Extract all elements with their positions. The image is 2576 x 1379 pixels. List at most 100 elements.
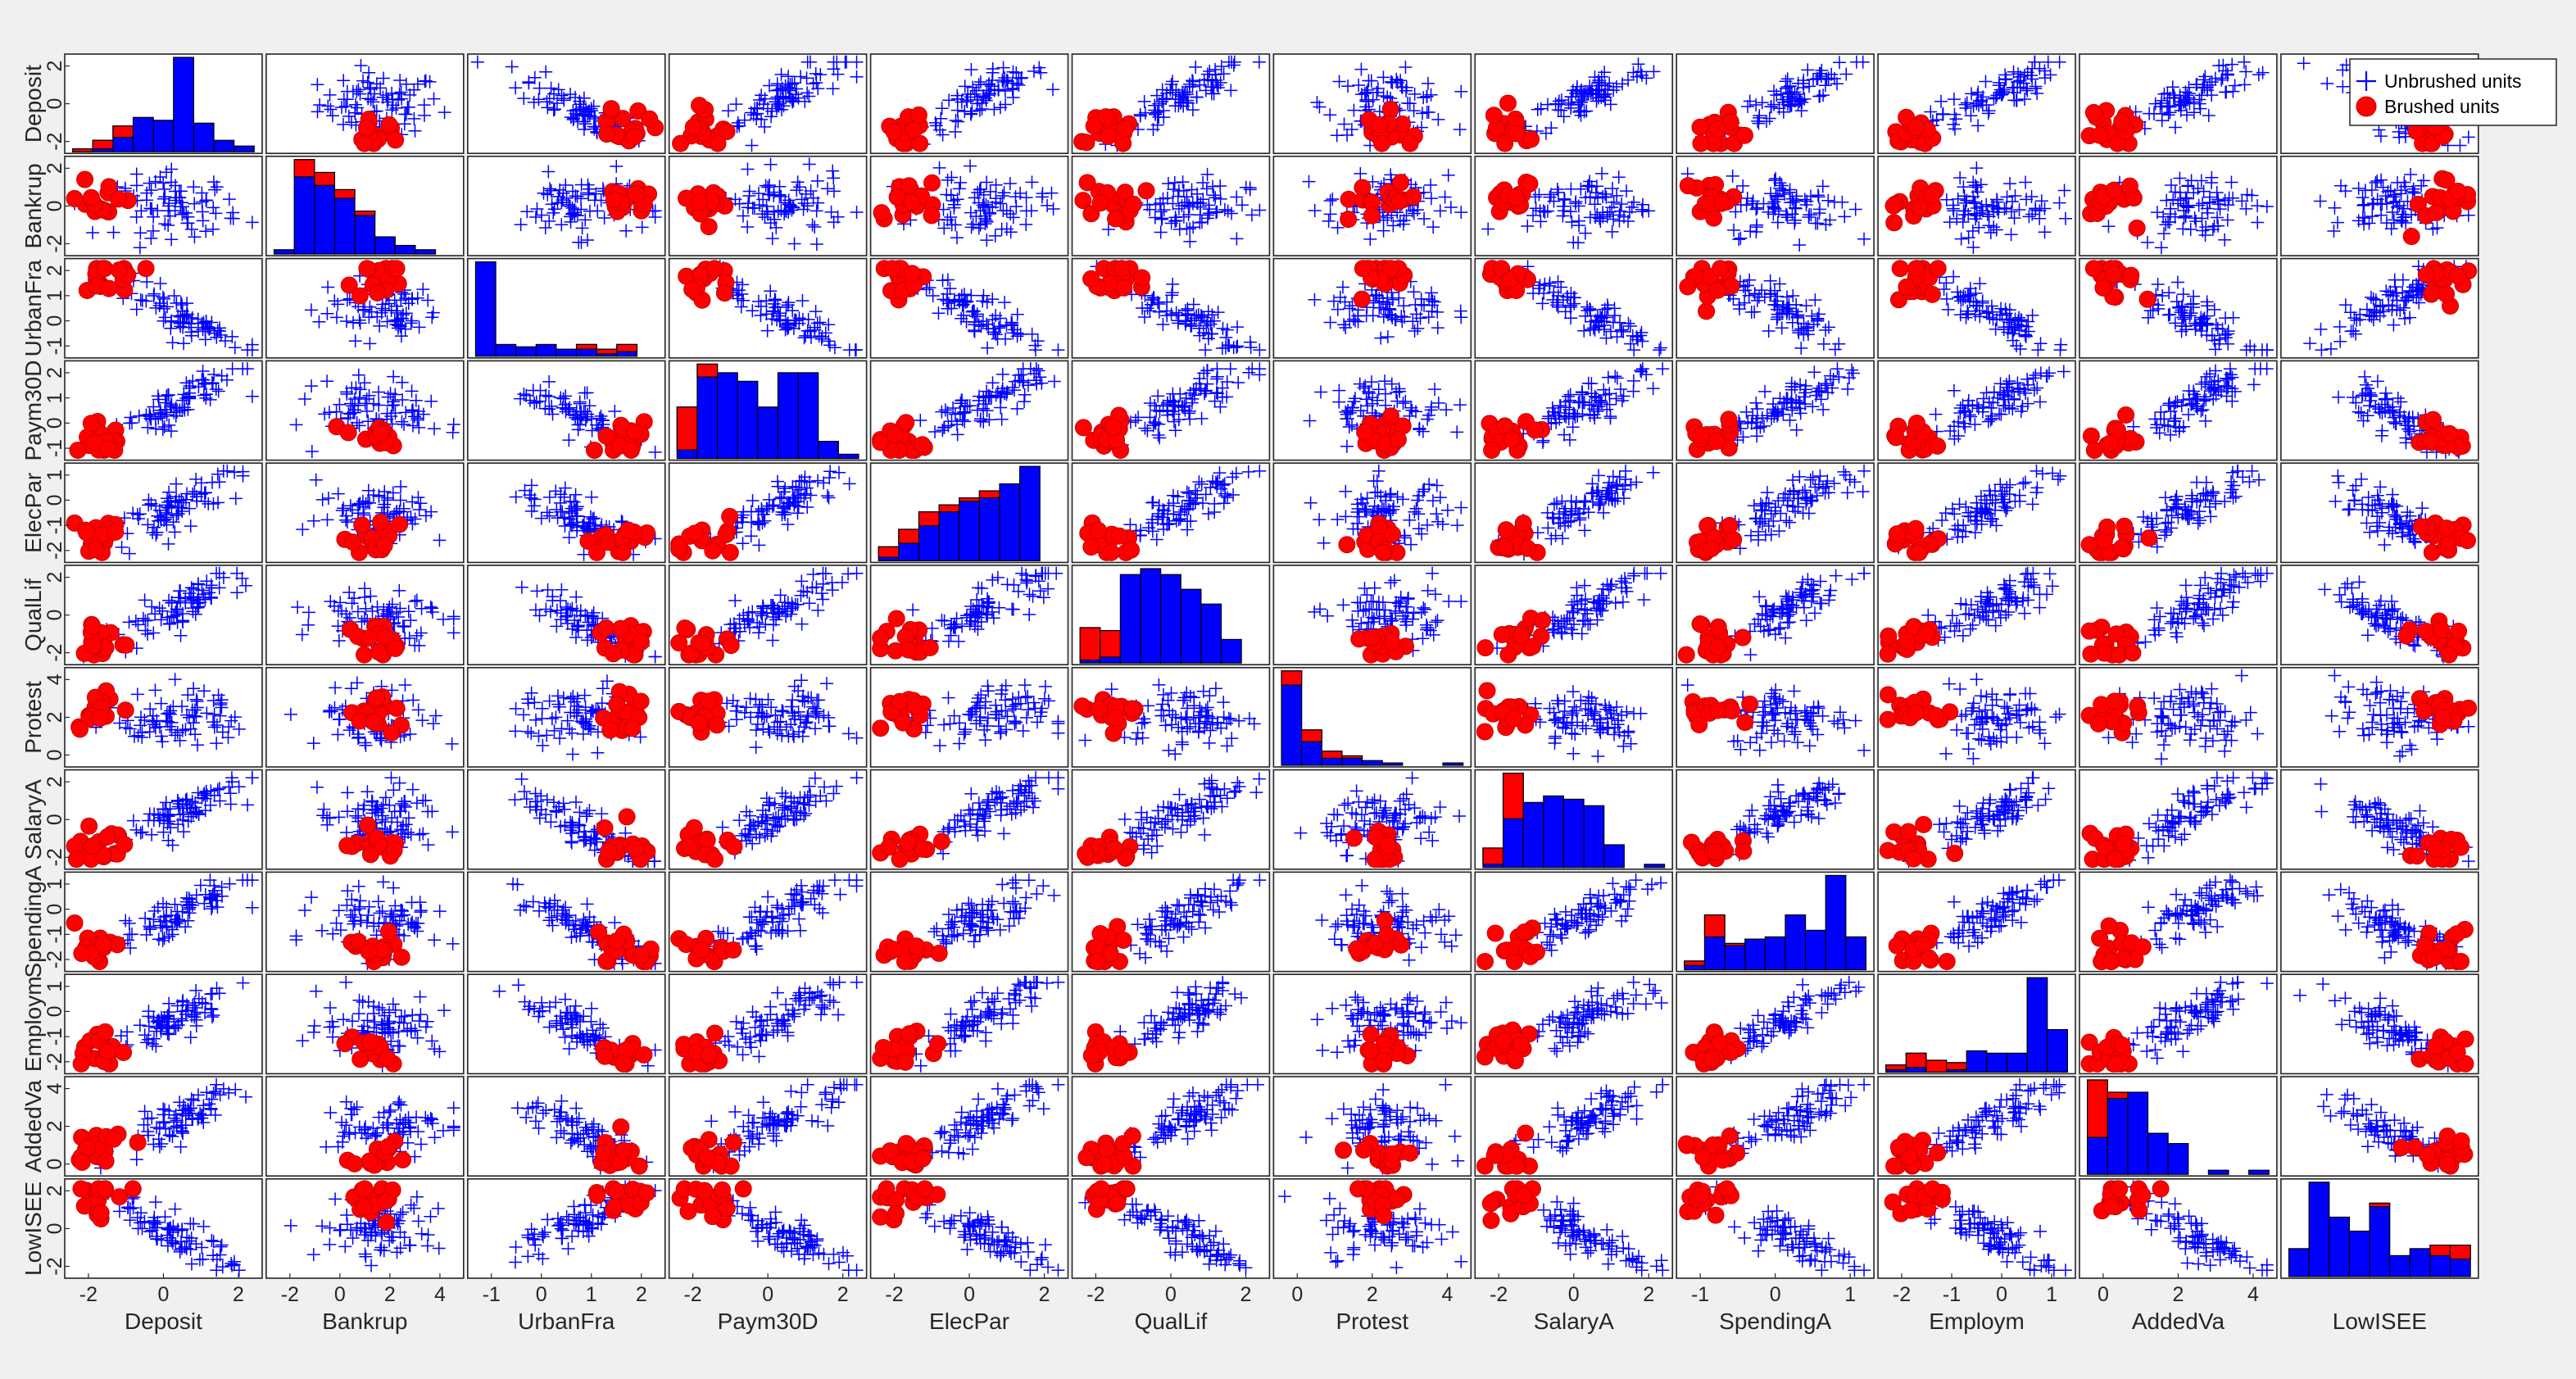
brushed-point xyxy=(1104,419,1122,437)
unbrushed-point xyxy=(982,77,996,91)
brushed-point xyxy=(1124,195,1142,213)
unbrushed-point xyxy=(342,109,356,123)
unbrushed-point xyxy=(366,95,380,109)
brushed-point xyxy=(1679,177,1697,195)
unbrushed-point xyxy=(362,66,376,79)
brushed-point xyxy=(1526,421,1544,439)
brushed-point xyxy=(358,119,376,137)
unbrushed-point xyxy=(928,116,942,129)
brushed-point xyxy=(1133,269,1151,287)
brushed-point xyxy=(717,525,735,543)
unbrushed-point xyxy=(764,110,778,124)
brushed-point xyxy=(1907,414,1925,432)
unbrushed-point xyxy=(577,100,591,114)
brushed-point xyxy=(1354,179,1372,197)
unbrushed-point xyxy=(337,93,351,107)
unbrushed-point xyxy=(356,74,370,88)
brushed-point xyxy=(721,507,739,525)
brushed-point xyxy=(886,425,904,443)
unbrushed-point xyxy=(1034,66,1048,79)
brushed-point xyxy=(1692,134,1710,152)
brushed-point xyxy=(1508,125,1526,143)
unbrushed-point xyxy=(540,95,554,109)
brushed-point xyxy=(721,543,739,561)
brushed-point xyxy=(82,188,100,206)
unbrushed-point xyxy=(370,77,383,91)
unbrushed-point xyxy=(339,99,353,113)
unbrushed-point xyxy=(999,98,1013,111)
unbrushed-point xyxy=(550,96,564,110)
brushed-point xyxy=(2402,228,2420,246)
brushed-point xyxy=(2113,112,2131,130)
unbrushed-point xyxy=(401,100,415,114)
brushed-point xyxy=(691,97,709,115)
unbrushed-point xyxy=(810,76,823,90)
brushed-point xyxy=(358,260,376,278)
unbrushed-point xyxy=(577,115,591,129)
brushed-point xyxy=(372,424,390,442)
unbrushed-point xyxy=(578,117,592,131)
brushed-point xyxy=(1122,541,1141,559)
brushed-point xyxy=(602,100,620,118)
scatter-deposit-vs-paym30d xyxy=(672,55,864,152)
brushed-point xyxy=(686,524,704,542)
unbrushed-point xyxy=(397,117,411,131)
unbrushed-point xyxy=(755,88,769,102)
brushed-point xyxy=(372,513,390,531)
brushed-point xyxy=(387,131,405,149)
unbrushed-point xyxy=(438,106,451,120)
brushed-point xyxy=(905,121,923,139)
brushed-point xyxy=(605,191,623,209)
brushed-point xyxy=(339,424,357,442)
unbrushed-point xyxy=(787,76,801,90)
brushed-point xyxy=(672,134,690,152)
unbrushed-point xyxy=(948,125,962,138)
unbrushed-point xyxy=(830,55,844,69)
brushed-point xyxy=(627,184,645,202)
brushed-point xyxy=(1390,193,1408,211)
brushed-point xyxy=(1507,188,1525,206)
unbrushed-point xyxy=(569,107,583,120)
brushed-point xyxy=(1384,525,1402,543)
brushed-point xyxy=(1713,193,1731,211)
unbrushed-point xyxy=(782,70,796,84)
brushed-point xyxy=(1137,182,1155,200)
unbrushed-point xyxy=(774,67,788,81)
unbrushed-point xyxy=(827,62,841,76)
unbrushed-point xyxy=(760,102,774,116)
brushed-point xyxy=(873,204,891,222)
unbrushed-point xyxy=(321,99,335,113)
brushed-point xyxy=(2128,219,2146,237)
unbrushed-point xyxy=(850,70,864,84)
brushed-point xyxy=(1102,543,1120,561)
unbrushed-point xyxy=(1046,83,1060,97)
unbrushed-point xyxy=(546,103,560,117)
brushed-point xyxy=(1392,174,1410,192)
brushed-point xyxy=(1691,118,1709,136)
brushed-point xyxy=(872,433,890,451)
unbrushed-point xyxy=(993,101,1007,115)
brushed-point xyxy=(885,123,903,141)
unbrushed-point xyxy=(758,92,772,106)
brushed-point xyxy=(715,284,733,302)
brushed-point xyxy=(1353,290,1371,308)
unbrushed-point xyxy=(403,88,417,102)
brushed-point xyxy=(1074,419,1092,437)
brushed-point xyxy=(351,287,369,305)
unbrushed-point xyxy=(517,92,531,106)
brushed-point xyxy=(1338,536,1356,554)
brushed-point xyxy=(691,193,709,211)
brushed-point xyxy=(1709,120,1727,138)
brushed-point xyxy=(641,110,659,128)
brushed-point xyxy=(903,193,921,211)
brushed-point xyxy=(599,533,617,551)
unbrushed-point xyxy=(326,109,339,123)
brushed-point xyxy=(2120,177,2138,195)
brushed-point xyxy=(2421,432,2439,450)
brushed-point xyxy=(2091,126,2109,144)
unbrushed-point xyxy=(721,104,735,118)
brushed-point xyxy=(2424,411,2442,429)
brushed-point xyxy=(2449,267,2467,285)
brushed-point xyxy=(107,523,125,541)
unbrushed-point xyxy=(533,81,546,95)
